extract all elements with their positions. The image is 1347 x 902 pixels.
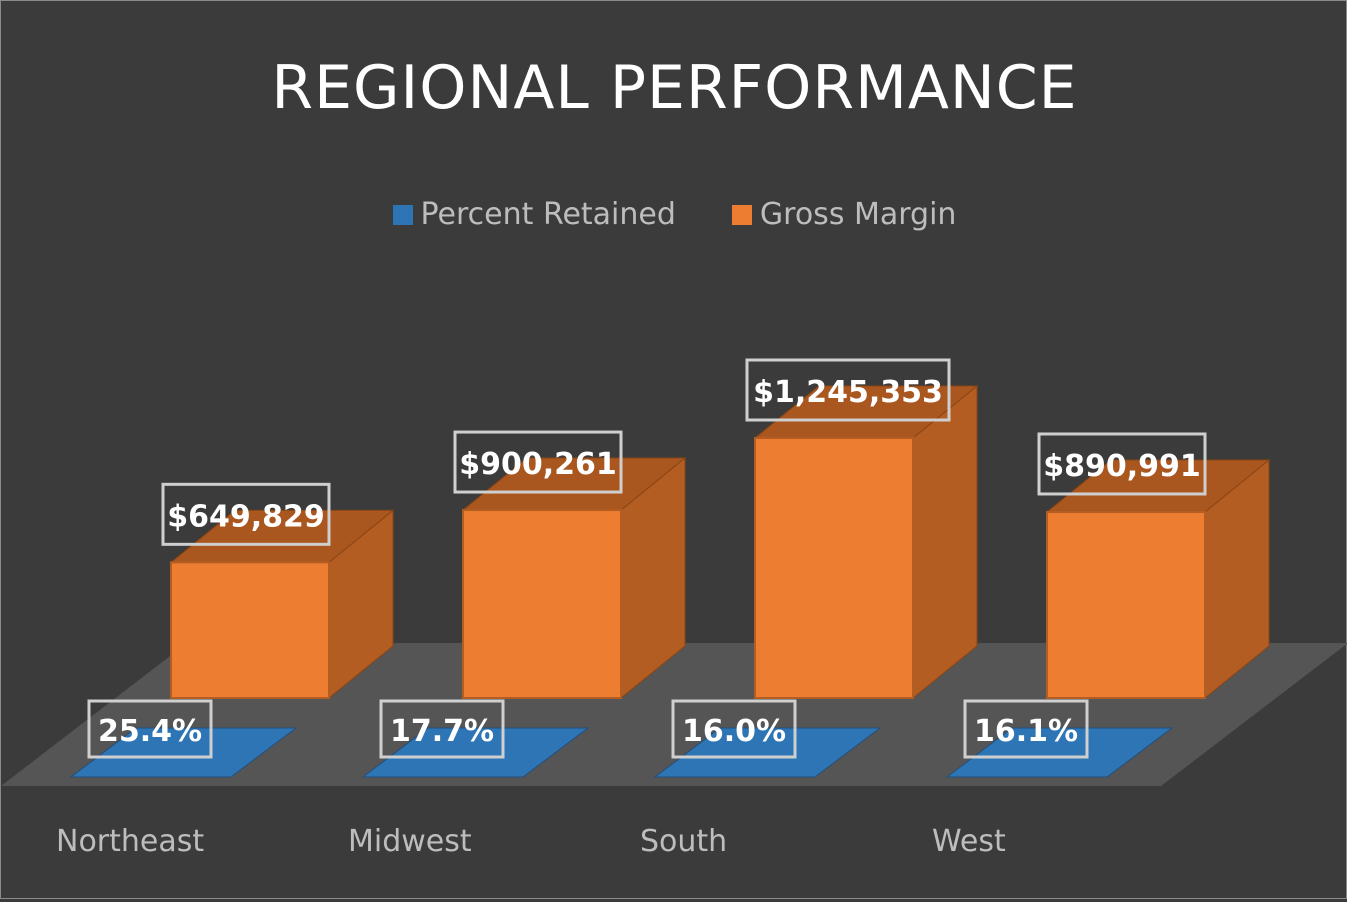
data-label-box-percent-retained-west — [963, 699, 1089, 759]
data-label-gross-margin-south: $1,245,353 — [753, 375, 943, 410]
bar-percent-retained-northeast — [69, 727, 298, 778]
bar-gross-margin-midwest — [462, 509, 622, 699]
data-label-box-percent-retained-south — [671, 699, 797, 759]
legend-item-percent-retained: Percent Retained — [392, 197, 676, 232]
legend-label-gross-margin: Gross Margin — [759, 197, 957, 232]
category-label-midwest: Midwest — [348, 824, 472, 859]
legend-swatch-percent-retained — [392, 204, 413, 225]
data-label-box-gross-margin-northeast — [161, 482, 331, 546]
category-label-northeast: Northeast — [56, 824, 204, 859]
bar-percent-retained-south — [653, 727, 882, 778]
legend-item-gross-margin: Gross Margin — [731, 197, 957, 232]
bar-gross-margin-side-south — [912, 384, 978, 700]
bar-percent-retained-west — [945, 727, 1174, 778]
data-label-gross-margin-midwest: $900,261 — [459, 447, 617, 482]
bar-gross-margin-west — [1046, 510, 1206, 699]
data-label-gross-margin-west: $890,991 — [1043, 449, 1201, 484]
data-label-percent-retained-northeast: 25.4% — [98, 714, 202, 749]
legend-swatch-gross-margin — [731, 204, 752, 225]
data-label-percent-retained-midwest: 17.7% — [390, 714, 494, 749]
data-label-percent-retained-south: 16.0% — [682, 714, 786, 749]
data-label-box-gross-margin-south — [745, 358, 951, 422]
data-label-box-percent-retained-midwest — [379, 699, 505, 759]
bar-percent-retained-midwest — [361, 727, 590, 778]
data-label-gross-margin-northeast: $649,829 — [167, 499, 325, 534]
data-label-box-gross-margin-midwest — [453, 430, 623, 494]
chart-title: REGIONAL PERFORMANCE — [271, 53, 1078, 123]
legend: Percent Retained Gross Margin — [1, 197, 1347, 232]
data-label-percent-retained-west: 16.1% — [974, 714, 1078, 749]
legend-label-percent-retained: Percent Retained — [420, 197, 676, 232]
category-label-west: West — [932, 824, 1006, 859]
bar-gross-margin-south — [754, 437, 914, 699]
category-label-south: South — [640, 824, 727, 859]
bar-gross-margin-northeast — [170, 561, 330, 699]
data-label-box-percent-retained-northeast — [87, 699, 213, 759]
data-label-box-gross-margin-west — [1037, 432, 1207, 496]
